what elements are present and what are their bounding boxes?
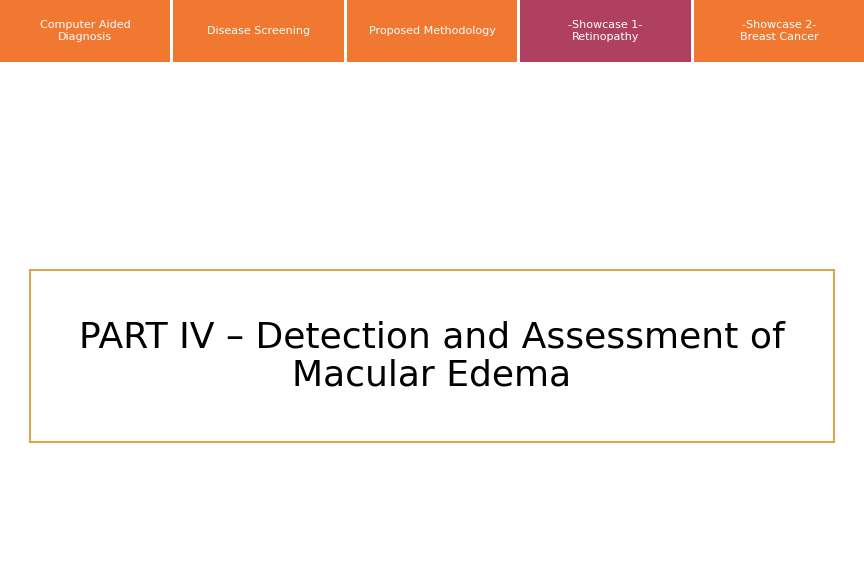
Text: PART IV – Detection and Assessment of: PART IV – Detection and Assessment of bbox=[79, 320, 785, 354]
Text: Proposed Methodology: Proposed Methodology bbox=[369, 26, 495, 36]
FancyBboxPatch shape bbox=[0, 0, 170, 62]
Text: -Showcase 2-
Breast Cancer: -Showcase 2- Breast Cancer bbox=[740, 20, 818, 42]
Text: Computer Aided
Diagnosis: Computer Aided Diagnosis bbox=[40, 20, 130, 42]
FancyBboxPatch shape bbox=[30, 270, 834, 442]
FancyBboxPatch shape bbox=[520, 0, 690, 62]
FancyBboxPatch shape bbox=[347, 0, 517, 62]
Text: -Showcase 1-
Retinopathy: -Showcase 1- Retinopathy bbox=[569, 20, 643, 42]
FancyBboxPatch shape bbox=[694, 0, 864, 62]
FancyBboxPatch shape bbox=[174, 0, 344, 62]
Text: Disease Screening: Disease Screening bbox=[207, 26, 310, 36]
Text: Macular Edema: Macular Edema bbox=[292, 358, 572, 392]
